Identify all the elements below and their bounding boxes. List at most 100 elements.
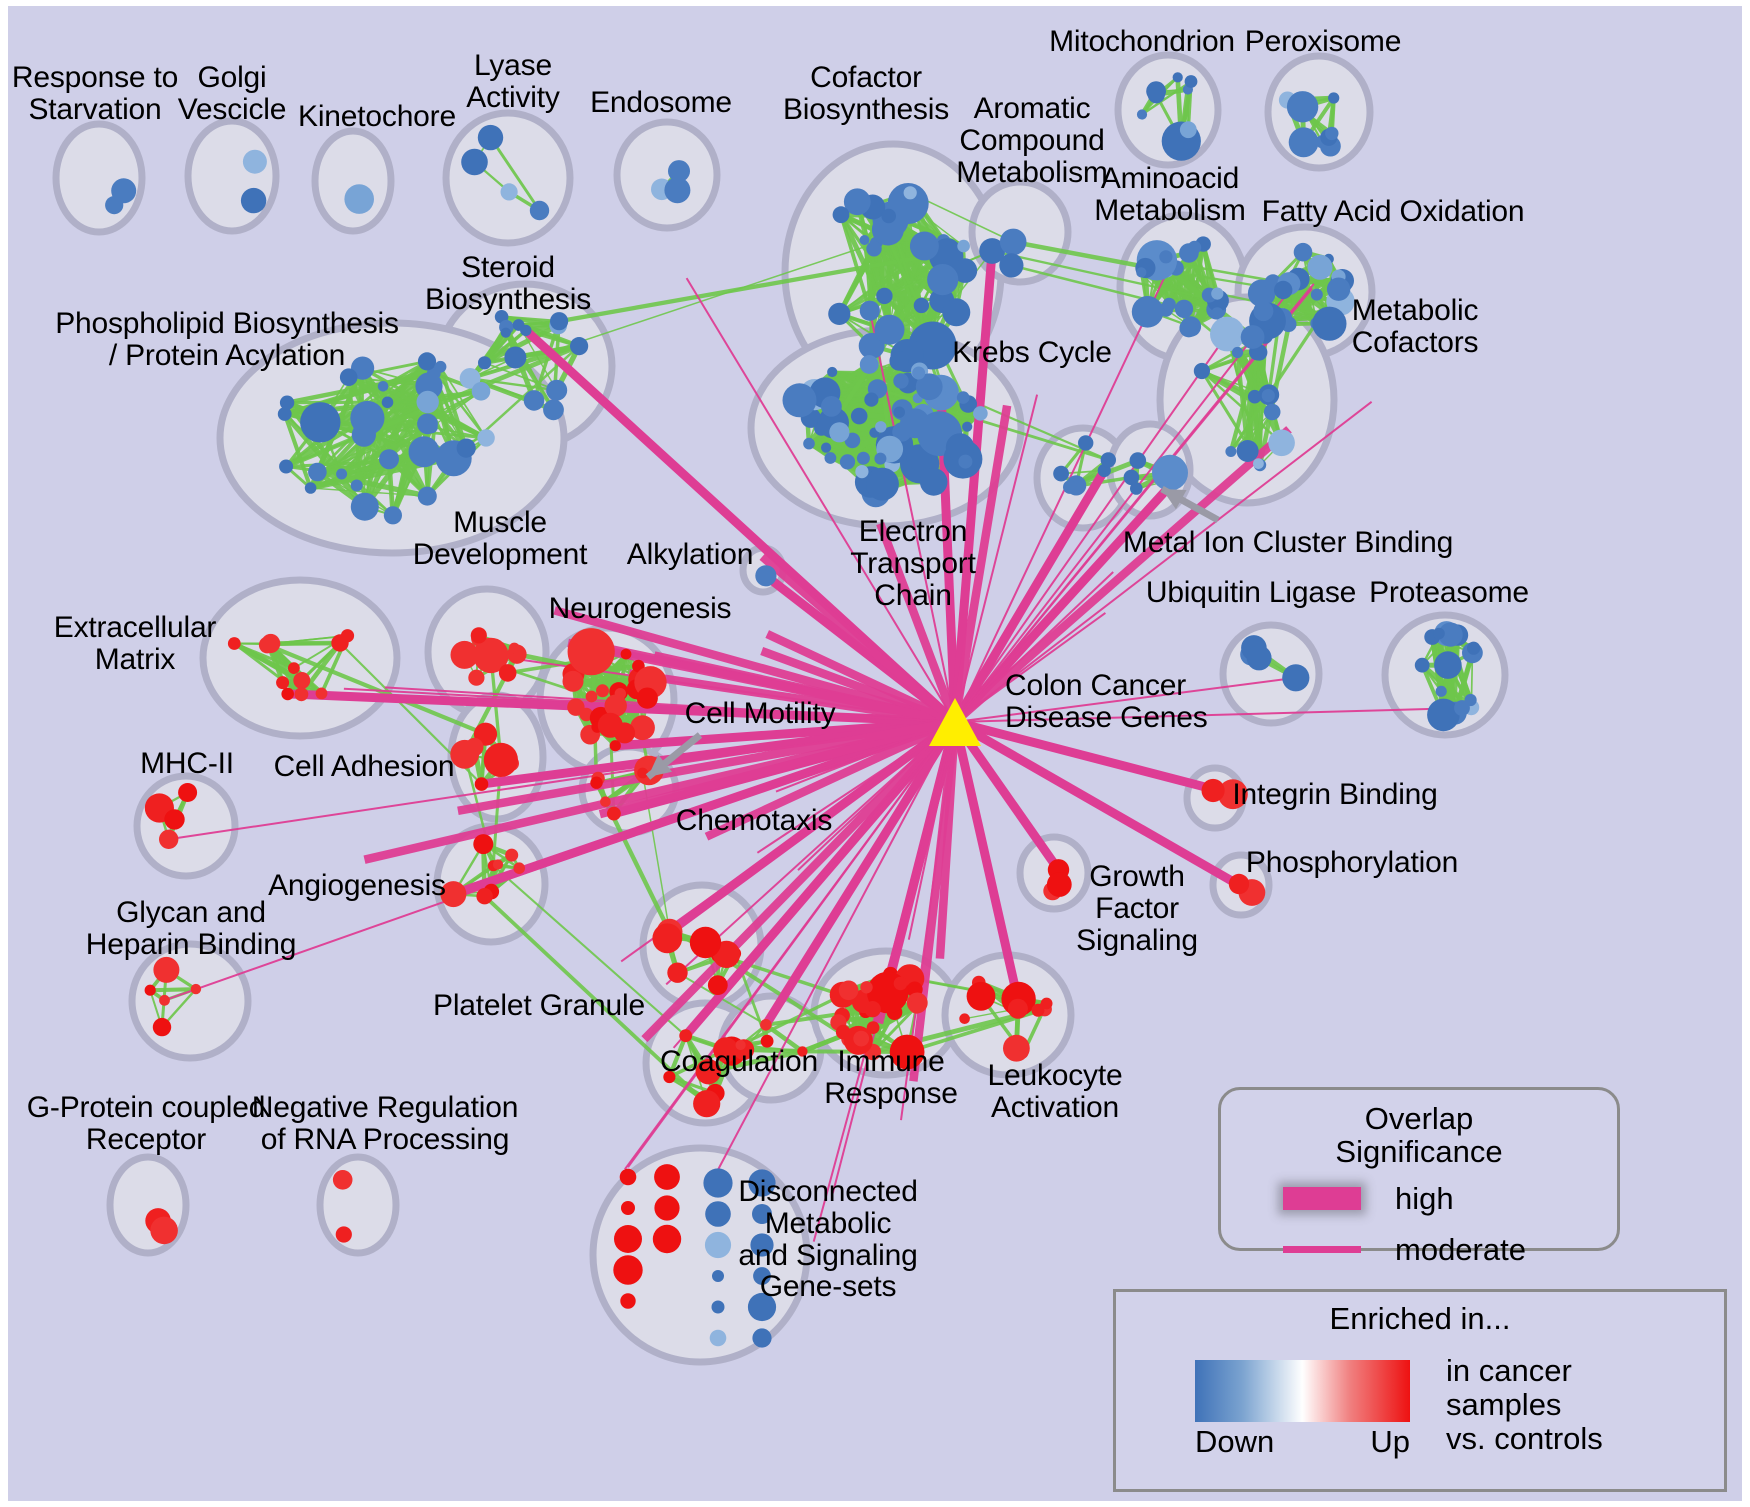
gene-set-node[interactable] — [652, 1224, 682, 1254]
gene-set-node[interactable] — [689, 926, 722, 959]
gene-set-node[interactable] — [279, 459, 294, 474]
gene-set-node[interactable] — [159, 829, 179, 849]
gene-set-node[interactable] — [832, 206, 850, 224]
gene-set-node[interactable] — [866, 1021, 880, 1034]
gene-set-node[interactable] — [1100, 452, 1117, 468]
gene-set-node[interactable] — [1046, 872, 1072, 897]
gene-set-node[interactable] — [281, 687, 295, 701]
gene-set-node[interactable] — [942, 298, 971, 327]
gene-set-node[interactable] — [1053, 465, 1069, 482]
gene-set-node[interactable] — [747, 1292, 777, 1322]
gene-set-node[interactable] — [664, 177, 691, 204]
gene-set-node[interactable] — [1136, 109, 1148, 120]
gene-set-node[interactable] — [912, 366, 926, 380]
gene-set-node[interactable] — [408, 436, 440, 468]
gene-set-node[interactable] — [959, 1013, 970, 1024]
gene-set-node[interactable] — [866, 241, 882, 257]
gene-set-node[interactable] — [190, 983, 202, 995]
gene-set-node[interactable] — [709, 1329, 727, 1347]
gene-set-node[interactable] — [277, 407, 292, 421]
gene-set-node[interactable] — [150, 1216, 178, 1245]
gene-set-node[interactable] — [892, 422, 912, 442]
gene-set-node[interactable] — [585, 690, 598, 703]
gene-set-node[interactable] — [705, 1201, 731, 1227]
gene-set-node[interactable] — [279, 395, 295, 410]
gene-set-node[interactable] — [893, 976, 908, 991]
gene-set-node[interactable] — [957, 239, 970, 253]
gene-set-node[interactable] — [1328, 92, 1340, 104]
gene-set-node[interactable] — [859, 235, 870, 245]
gene-set-node[interactable] — [887, 183, 929, 224]
gene-set-node[interactable] — [753, 1267, 771, 1285]
gene-set-node[interactable] — [473, 834, 494, 855]
gene-set-node[interactable] — [1286, 91, 1319, 123]
gene-set-node[interactable] — [827, 366, 838, 378]
gene-set-node[interactable] — [470, 627, 487, 644]
gene-set-node[interactable] — [865, 467, 899, 501]
gene-set-node[interactable] — [483, 742, 518, 778]
gene-set-node[interactable] — [927, 264, 959, 296]
gene-set-node[interactable] — [1136, 267, 1147, 278]
hub-node-colon-cancer-disease-genes[interactable] — [929, 698, 981, 746]
gene-set-node[interactable] — [477, 124, 504, 151]
gene-set-node[interactable] — [760, 1034, 774, 1048]
gene-set-node[interactable] — [1293, 242, 1313, 262]
gene-set-node[interactable] — [258, 636, 276, 654]
gene-set-node[interactable] — [1240, 325, 1265, 349]
gene-set-node[interactable] — [344, 184, 375, 214]
gene-set-node[interactable] — [383, 506, 402, 525]
gene-set-node[interactable] — [613, 1255, 643, 1285]
gene-set-node[interactable] — [630, 715, 655, 741]
gene-set-node[interactable] — [1261, 389, 1275, 403]
gene-set-node[interactable] — [859, 300, 880, 321]
gene-set-node[interactable] — [860, 981, 873, 994]
gene-set-node[interactable] — [1172, 72, 1183, 83]
gene-set-node[interactable] — [1211, 307, 1224, 320]
gene-set-node[interactable] — [704, 1231, 732, 1259]
gene-set-node[interactable] — [450, 640, 479, 669]
gene-set-node[interactable] — [874, 314, 905, 345]
gene-set-node[interactable] — [227, 637, 241, 650]
gene-set-node[interactable] — [703, 1168, 733, 1198]
gene-set-node[interactable] — [1288, 127, 1319, 158]
gene-set-node[interactable] — [567, 628, 615, 676]
gene-set-node[interactable] — [459, 368, 481, 389]
gene-set-node[interactable] — [512, 319, 525, 331]
gene-set-node[interactable] — [379, 449, 399, 470]
gene-set-node[interactable] — [276, 676, 290, 690]
gene-set-node[interactable] — [864, 1001, 881, 1018]
gene-set-node[interactable] — [1040, 997, 1053, 1010]
gene-set-node[interactable] — [567, 698, 585, 716]
gene-set-node[interactable] — [889, 351, 909, 371]
gene-set-node[interactable] — [1246, 645, 1272, 671]
gene-set-node[interactable] — [621, 1201, 635, 1215]
gene-set-node[interactable] — [425, 421, 438, 434]
gene-set-node[interactable] — [1018, 1048, 1029, 1059]
gene-set-node[interactable] — [803, 437, 815, 450]
gene-set-node[interactable] — [1438, 622, 1463, 647]
gene-set-node[interactable] — [1467, 641, 1481, 655]
gene-set-node[interactable] — [828, 302, 851, 325]
gene-set-node[interactable] — [468, 669, 485, 686]
gene-set-node[interactable] — [919, 468, 948, 496]
gene-set-node[interactable] — [843, 188, 871, 216]
gene-set-node[interactable] — [1325, 126, 1339, 141]
gene-set-node[interactable] — [952, 258, 978, 283]
gene-set-node[interactable] — [760, 1019, 772, 1031]
gene-set-node[interactable] — [1152, 454, 1188, 491]
gene-set-node[interactable] — [504, 346, 527, 369]
gene-set-node[interactable] — [945, 385, 959, 400]
gene-set-node[interactable] — [636, 687, 658, 709]
gene-set-node[interactable] — [159, 994, 170, 1006]
gene-set-node[interactable] — [381, 396, 394, 409]
gene-set-node[interactable] — [288, 662, 300, 674]
gene-set-node[interactable] — [590, 776, 603, 789]
gene-set-node[interactable] — [339, 368, 358, 387]
gene-set-node[interactable] — [871, 213, 904, 246]
gene-set-node[interactable] — [609, 740, 621, 752]
gene-set-node[interactable] — [351, 422, 376, 447]
gene-set-node[interactable] — [377, 381, 389, 392]
gene-set-node[interactable] — [465, 737, 484, 757]
gene-set-node[interactable] — [473, 637, 509, 674]
gene-set-node[interactable] — [752, 1204, 772, 1224]
